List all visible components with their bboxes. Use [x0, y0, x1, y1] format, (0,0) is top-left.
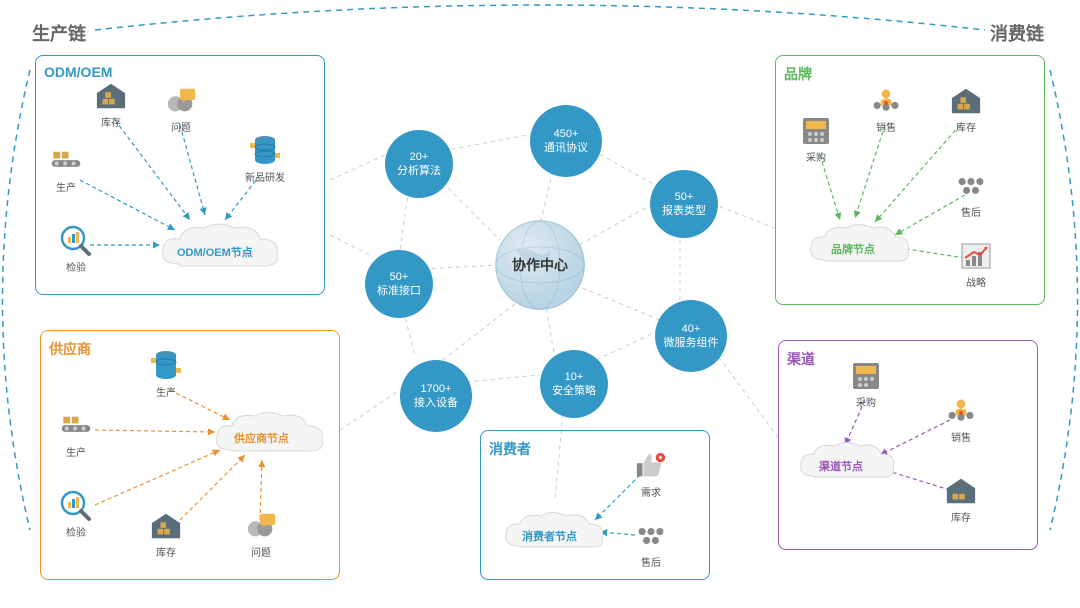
- icon-label: 销售: [870, 119, 902, 134]
- icon-label: 生产: [60, 444, 92, 459]
- icon-warehouse: 库存: [95, 80, 127, 129]
- group-title: 消费者: [489, 439, 701, 459]
- icon-label: 战略: [960, 274, 992, 289]
- bubble-analytics: 20+ 分析算法: [385, 130, 453, 198]
- cloud-consumer: 消费者节点: [500, 510, 610, 563]
- icon-database: 新品研发: [245, 135, 285, 184]
- bubble-line2: 接入设备: [414, 396, 458, 410]
- icon-label: 售后: [955, 204, 987, 219]
- icon-label: 库存: [950, 119, 982, 134]
- bubble-reports: 50+ 报表类型: [650, 170, 718, 238]
- icon-label: 需求: [635, 484, 667, 499]
- icon-database: 生产: [150, 350, 182, 399]
- header-right: 消费链: [990, 20, 1044, 46]
- icon-magnifier: 检验: [60, 490, 92, 539]
- cloud-label: ODM/OEM节点: [177, 244, 253, 260]
- bubble-line2: 报表类型: [662, 204, 706, 218]
- cloud-supplier: 供应商节点: [210, 410, 330, 467]
- bubble-line2: 分析算法: [397, 164, 441, 178]
- bubble-line2: 通讯协议: [544, 141, 588, 155]
- bubble-line1: 450+: [554, 127, 579, 141]
- bubble-line2: 标准接口: [377, 284, 421, 298]
- cloud-odm: ODM/OEM节点: [155, 222, 285, 282]
- bubble-line1: 50+: [675, 190, 694, 204]
- bubble-line2: 安全策略: [552, 384, 596, 398]
- icon-label: 新品研发: [245, 169, 285, 184]
- icon-warehouse: 库存: [950, 85, 982, 134]
- icon-magnifier: 检验: [60, 225, 92, 274]
- icon-calculator: 采购: [850, 360, 882, 409]
- cloud-channel: 渠道节点: [795, 440, 900, 493]
- cloud-brand: 品牌节点: [805, 222, 915, 277]
- icon-label: 库存: [945, 509, 977, 524]
- icon-people: 售后: [635, 520, 667, 569]
- bubble-interfaces: 50+ 标准接口: [365, 250, 433, 318]
- icon-label: 生产: [50, 179, 82, 194]
- icon-label: 售后: [635, 554, 667, 569]
- bubble-microservices: 40+ 微服务组件: [655, 300, 727, 372]
- header-left: 生产链: [32, 20, 86, 46]
- icon-conveyor: 生产: [50, 145, 82, 194]
- bubble-security: 10+ 安全策略: [540, 350, 608, 418]
- icon-calculator: 采购: [800, 115, 832, 164]
- icon-label: 检验: [60, 524, 92, 539]
- icon-label: 销售: [945, 429, 977, 444]
- group-title: 供应商: [49, 339, 331, 359]
- bubble-line1: 20+: [410, 150, 429, 164]
- center-globe: 协作中心: [495, 220, 585, 310]
- cloud-label: 渠道节点: [819, 458, 863, 474]
- group-title: ODM/OEM: [44, 64, 316, 80]
- icon-chart: 战略: [960, 240, 992, 289]
- icon-label: 采购: [850, 394, 882, 409]
- bubble-line1: 10+: [565, 370, 584, 384]
- icon-label: 生产: [150, 384, 182, 399]
- bubble-line1: 50+: [390, 270, 409, 284]
- icon-thumbsup: 需求: [635, 450, 667, 499]
- icon-label: 库存: [95, 114, 127, 129]
- icon-warehouse: 库存: [150, 510, 182, 559]
- icon-conveyor: 生产: [60, 410, 92, 459]
- icon-warehouse: 库存: [945, 475, 977, 524]
- cloud-label: 品牌节点: [831, 241, 875, 257]
- bubble-line1: 1700+: [421, 382, 452, 396]
- icon-people: 销售: [870, 85, 902, 134]
- bubble-line2: 微服务组件: [664, 336, 719, 350]
- icon-chat: 问题: [165, 85, 197, 134]
- icon-label: 检验: [60, 259, 92, 274]
- group-title: 品牌: [784, 64, 1036, 84]
- icon-label: 库存: [150, 544, 182, 559]
- cloud-label: 供应商节点: [234, 430, 289, 446]
- center-label: 协作中心: [512, 255, 568, 275]
- group-title: 渠道: [787, 349, 1029, 369]
- cloud-label: 消费者节点: [522, 528, 577, 544]
- bubble-protocols: 450+ 通讯协议: [530, 105, 602, 177]
- bubble-line1: 40+: [682, 322, 701, 336]
- icon-label: 问题: [245, 544, 277, 559]
- icon-people: 销售: [945, 395, 977, 444]
- bubble-devices: 1700+ 接入设备: [400, 360, 472, 432]
- icon-chat: 问题: [245, 510, 277, 559]
- icon-people: 售后: [955, 170, 987, 219]
- icon-label: 采购: [800, 149, 832, 164]
- icon-label: 问题: [165, 119, 197, 134]
